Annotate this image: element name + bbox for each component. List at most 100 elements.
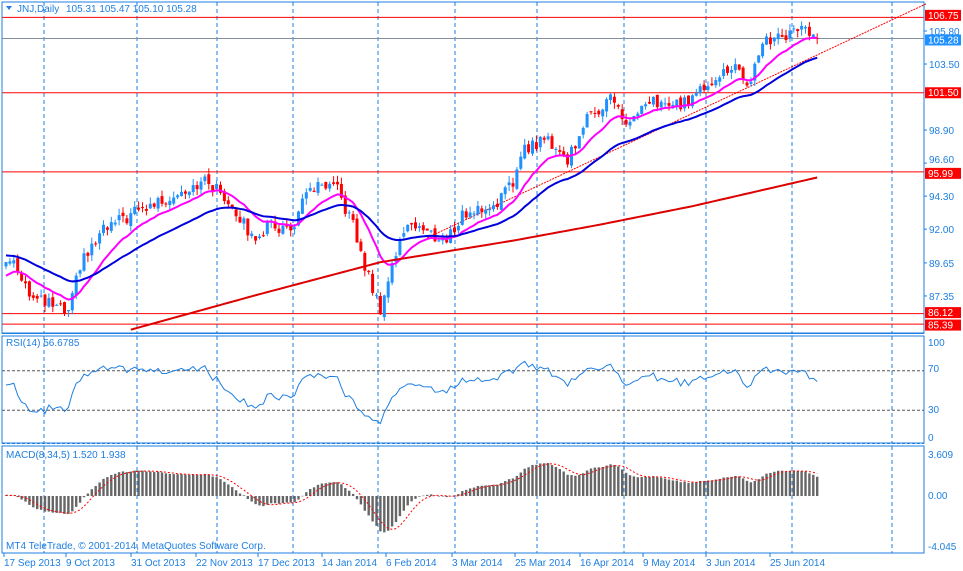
- candle-body: [20, 273, 24, 281]
- macd-bar: [414, 496, 417, 499]
- macd-bar: [207, 474, 210, 496]
- candle-body: [620, 109, 624, 120]
- candle-body: [776, 33, 780, 40]
- macd-bar: [28, 496, 31, 505]
- candle-body: [609, 94, 612, 101]
- candle-body: [105, 227, 109, 230]
- dropdown-triangle-icon[interactable]: [6, 6, 12, 10]
- candle-body: [137, 207, 141, 210]
- candle-body: [113, 222, 117, 225]
- macd-bar: [8, 495, 12, 496]
- level-tag-label: 106.75: [928, 11, 959, 22]
- macd-bar: [418, 496, 421, 497]
- y-tick-label: 92.00: [929, 225, 954, 236]
- macd-bar: [734, 476, 737, 496]
- macd-bar: [246, 496, 249, 500]
- macd-bar: [593, 467, 597, 496]
- candle-body: [546, 136, 550, 140]
- candle-body: [437, 240, 441, 242]
- candle-body: [484, 209, 488, 214]
- candle-body: [254, 236, 258, 241]
- macd-bar: [133, 470, 136, 496]
- candle-body: [698, 86, 702, 94]
- macd-bar: [324, 483, 327, 496]
- x-tick-label: 9 May 2014: [643, 558, 696, 569]
- candle-body: [605, 99, 609, 112]
- macd-bar: [227, 484, 230, 496]
- candle-body: [804, 26, 807, 29]
- horizontal-levels[interactable]: [2, 3, 927, 325]
- level-tag-label: 101.50: [928, 88, 959, 99]
- macd-bar: [527, 467, 530, 496]
- candle-body: [24, 281, 27, 284]
- x-tick-label: 22 Nov 2013: [196, 558, 253, 569]
- macd-bar: [667, 479, 671, 496]
- candle-body: [199, 181, 203, 190]
- candle-body: [187, 191, 191, 196]
- macd-bar: [301, 495, 304, 497]
- candle-body: [612, 96, 616, 103]
- candle-body: [359, 241, 363, 251]
- macd-bar: [78, 496, 82, 503]
- candle-body: [765, 36, 768, 45]
- y-tick-label: 103.50: [929, 60, 960, 71]
- rsi-line: [5, 360, 818, 425]
- level-tag: [925, 9, 961, 21]
- macd-bar: [141, 470, 144, 496]
- macd-bar: [691, 482, 694, 496]
- macd-bar: [426, 494, 429, 496]
- macd-bar: [312, 487, 316, 496]
- rsi-tick-label: 100: [928, 338, 945, 349]
- candle-body: [63, 302, 66, 314]
- candle-body: [421, 225, 425, 231]
- candle-body: [472, 213, 476, 215]
- bid-tag: [925, 34, 961, 46]
- macd-bar: [137, 470, 140, 496]
- macd-bar: [270, 496, 273, 504]
- candle-body: [749, 81, 753, 84]
- macd-bar: [461, 491, 464, 496]
- macd-bar: [792, 470, 795, 496]
- candle-body: [152, 203, 156, 207]
- candle-body: [74, 275, 78, 296]
- candle-body: [757, 55, 761, 63]
- candle-body: [624, 119, 628, 125]
- candle-body: [35, 295, 39, 299]
- macd-bar: [67, 496, 70, 514]
- macd-bar: [297, 496, 300, 500]
- macd-bar: [546, 463, 550, 496]
- candle-body: [671, 104, 675, 108]
- macd-bar: [156, 471, 160, 496]
- macd-bar: [114, 473, 117, 496]
- candle-body: [230, 204, 234, 209]
- macd-bar: [605, 465, 608, 496]
- macd-bar: [394, 496, 398, 523]
- macd-bar: [773, 471, 776, 496]
- y-tick-label: 105.80: [929, 27, 960, 38]
- macd-bar: [757, 479, 760, 496]
- macd-bar: [211, 476, 214, 496]
- x-tick-label: 25 Mar 2014: [515, 558, 572, 569]
- macd-bar: [63, 496, 66, 514]
- macd-panel: [4, 463, 819, 533]
- macd-bar: [804, 471, 807, 496]
- macd-bar: [660, 477, 663, 496]
- macd-bar: [86, 493, 90, 496]
- macd-bar: [765, 473, 768, 496]
- macd-bar: [371, 496, 374, 522]
- macd-bar: [769, 472, 772, 496]
- candle-body: [12, 260, 16, 264]
- macd-bar: [468, 488, 472, 496]
- candle-body: [363, 252, 367, 271]
- candle-body: [339, 183, 343, 198]
- rsi-tick-label: 70: [928, 364, 940, 375]
- candle-body: [320, 184, 324, 186]
- candle-body: [651, 96, 655, 105]
- macd-bar: [628, 475, 632, 496]
- candle-body: [59, 303, 63, 305]
- candle-body: [718, 77, 722, 82]
- candle-body: [156, 197, 160, 209]
- candle-body: [86, 252, 90, 256]
- x-tick-label: 14 Jan 2014: [322, 558, 377, 569]
